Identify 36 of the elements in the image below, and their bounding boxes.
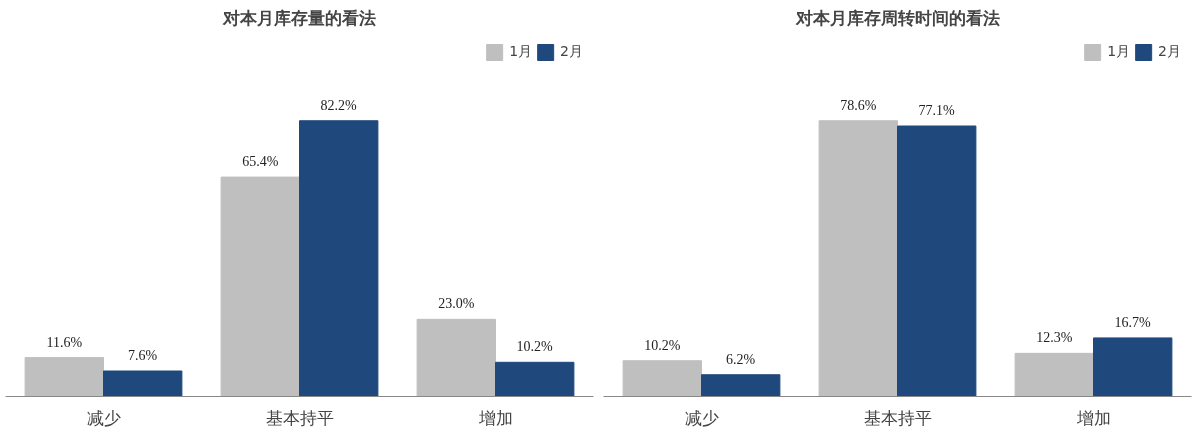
bar: [103, 370, 183, 397]
bar: [220, 176, 300, 397]
data-label: 78.6%: [840, 97, 877, 113]
data-label: 11.6%: [46, 334, 83, 350]
data-label: 82.2%: [320, 97, 358, 113]
data-label: 10.2%: [516, 339, 554, 355]
legend-label: 2月: [560, 43, 583, 61]
x-tick-label: 减少: [86, 407, 121, 428]
data-label: 6.2%: [726, 351, 756, 367]
bar: [1014, 352, 1094, 397]
bar: [701, 374, 781, 397]
x-tick-label: 增加: [477, 407, 513, 428]
chart-title: 对本月库存周转时间的看法: [794, 7, 1000, 28]
bar: [24, 357, 104, 397]
legend-label: 1月: [509, 43, 533, 61]
x-tick-label: 减少: [684, 407, 719, 428]
bar: [622, 360, 702, 397]
x-tick-label: 增加: [1075, 407, 1111, 428]
data-label: 10.2%: [644, 337, 681, 353]
legend-label: 1月: [1107, 43, 1131, 61]
chart-title: 对本月库存量的看法: [222, 7, 376, 28]
x-tick-label: 基本持平: [265, 407, 334, 428]
bar: [897, 125, 977, 397]
data-label: 65.4%: [242, 154, 279, 170]
bar: [818, 120, 898, 397]
data-label: 7.6%: [128, 348, 158, 363]
data-label: 77.1%: [918, 103, 956, 118]
bar: [1093, 337, 1173, 397]
data-label: 23.0%: [438, 296, 475, 312]
x-tick-label: 基本持平: [863, 407, 932, 428]
bar: [416, 318, 496, 397]
data-label: 12.3%: [1036, 330, 1073, 346]
legend-label: 2月: [1158, 43, 1181, 61]
bar: [299, 120, 379, 397]
data-label: 16.7%: [1114, 314, 1152, 330]
bar: [495, 361, 575, 397]
